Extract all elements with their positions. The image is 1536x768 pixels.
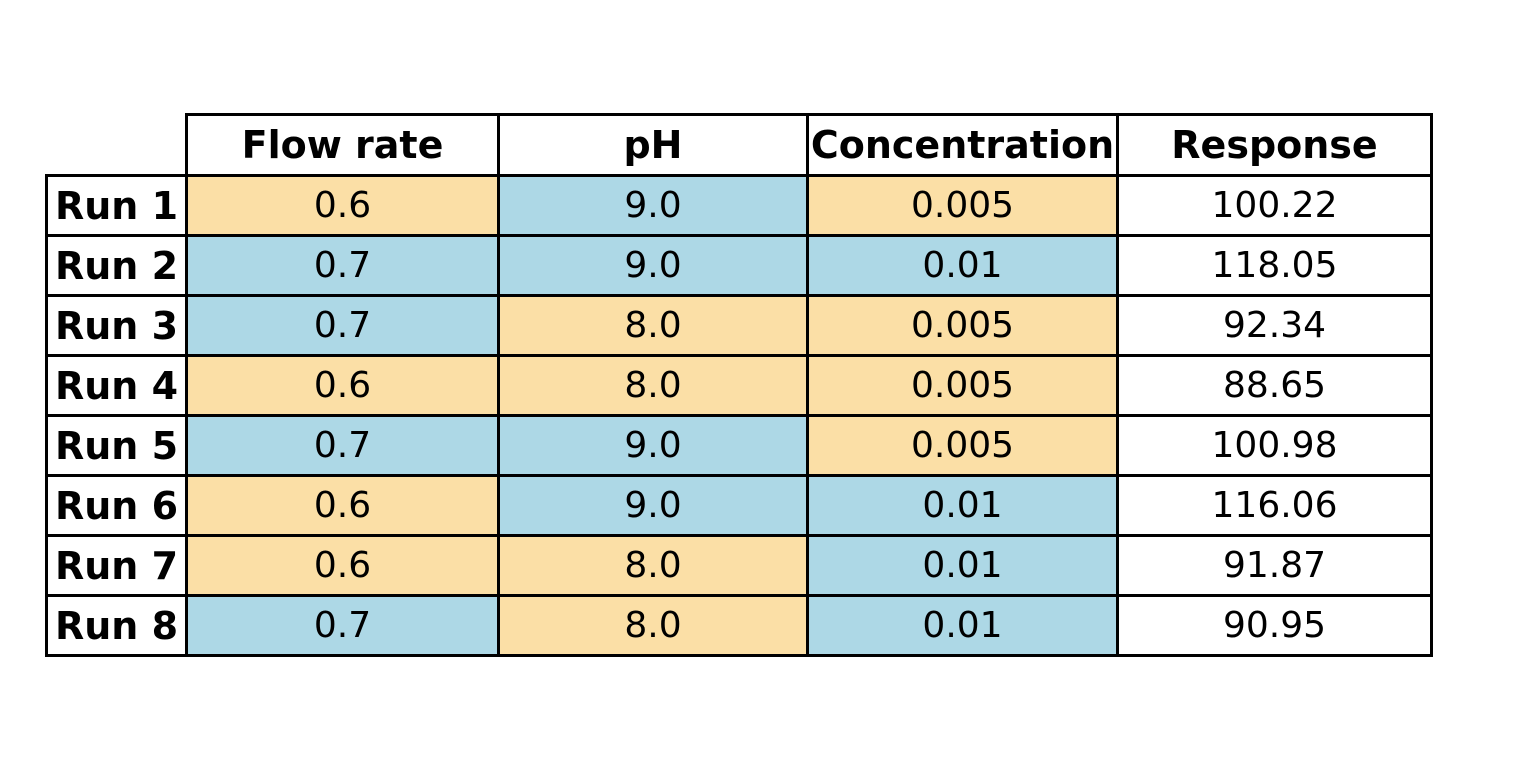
cell-flow-rate: 0.6: [185, 174, 500, 237]
cell-flow-rate: 0.7: [185, 234, 500, 297]
cell-concentration: 0.005: [806, 174, 1119, 237]
table-row-run-2: Run 2 0.7 9.0 0.01 118.05: [45, 234, 1433, 297]
table-row-run-1: Run 1 0.6 9.0 0.005 100.22: [45, 174, 1433, 237]
cell-response: 88.65: [1116, 354, 1433, 417]
cell-ph: 9.0: [497, 474, 809, 537]
cell-flow-rate: 0.6: [185, 354, 500, 417]
table-row-run-7: Run 7 0.6 8.0 0.01 91.87: [45, 534, 1433, 597]
cell-ph: 9.0: [497, 174, 809, 237]
cell-concentration: 0.01: [806, 594, 1119, 657]
run-label: Run 8: [45, 594, 188, 657]
header-row: Flow rate pH Concentration Response: [47, 113, 1433, 177]
cell-ph: 8.0: [497, 354, 809, 417]
table-row-run-4: Run 4 0.6 8.0 0.005 88.65: [45, 354, 1433, 417]
cell-response: 100.98: [1116, 414, 1433, 477]
cell-response: 100.22: [1116, 174, 1433, 237]
cell-ph: 8.0: [497, 294, 809, 357]
table-row-run-6: Run 6 0.6 9.0 0.01 116.06: [45, 474, 1433, 537]
cell-flow-rate: 0.7: [185, 414, 500, 477]
run-label: Run 1: [45, 174, 188, 237]
cell-concentration: 0.01: [806, 474, 1119, 537]
cell-concentration: 0.005: [806, 294, 1119, 357]
cell-response: 116.06: [1116, 474, 1433, 537]
cell-ph: 8.0: [497, 594, 809, 657]
cell-flow-rate: 0.6: [185, 534, 500, 597]
cell-response: 92.34: [1116, 294, 1433, 357]
table-row-run-5: Run 5 0.7 9.0 0.005 100.98: [45, 414, 1433, 477]
cell-response: 91.87: [1116, 534, 1433, 597]
table-row-run-3: Run 3 0.7 8.0 0.005 92.34: [45, 294, 1433, 357]
cell-ph: 9.0: [497, 414, 809, 477]
cell-ph: 8.0: [497, 534, 809, 597]
cell-response: 118.05: [1116, 234, 1433, 297]
cell-concentration: 0.005: [806, 354, 1119, 417]
table-row-run-8: Run 8 0.7 8.0 0.01 90.95: [45, 594, 1433, 657]
cell-ph: 9.0: [497, 234, 809, 297]
corner-cell: [47, 115, 187, 176]
run-label: Run 4: [45, 354, 188, 417]
run-label: Run 6: [45, 474, 188, 537]
column-header-concentration: Concentration: [806, 113, 1119, 177]
cell-concentration: 0.005: [806, 414, 1119, 477]
run-label: Run 3: [45, 294, 188, 357]
column-header-ph: pH: [497, 113, 809, 177]
cell-concentration: 0.01: [806, 234, 1119, 297]
cell-flow-rate: 0.7: [185, 294, 500, 357]
doe-table: Flow rate pH Concentration Response Run …: [45, 113, 1433, 657]
cell-flow-rate: 0.6: [185, 474, 500, 537]
cell-response: 90.95: [1116, 594, 1433, 657]
cell-concentration: 0.01: [806, 534, 1119, 597]
run-label: Run 7: [45, 534, 188, 597]
column-header-response: Response: [1116, 113, 1433, 177]
run-label: Run 2: [45, 234, 188, 297]
run-label: Run 5: [45, 414, 188, 477]
column-header-flow-rate: Flow rate: [185, 113, 500, 177]
cell-flow-rate: 0.7: [185, 594, 500, 657]
